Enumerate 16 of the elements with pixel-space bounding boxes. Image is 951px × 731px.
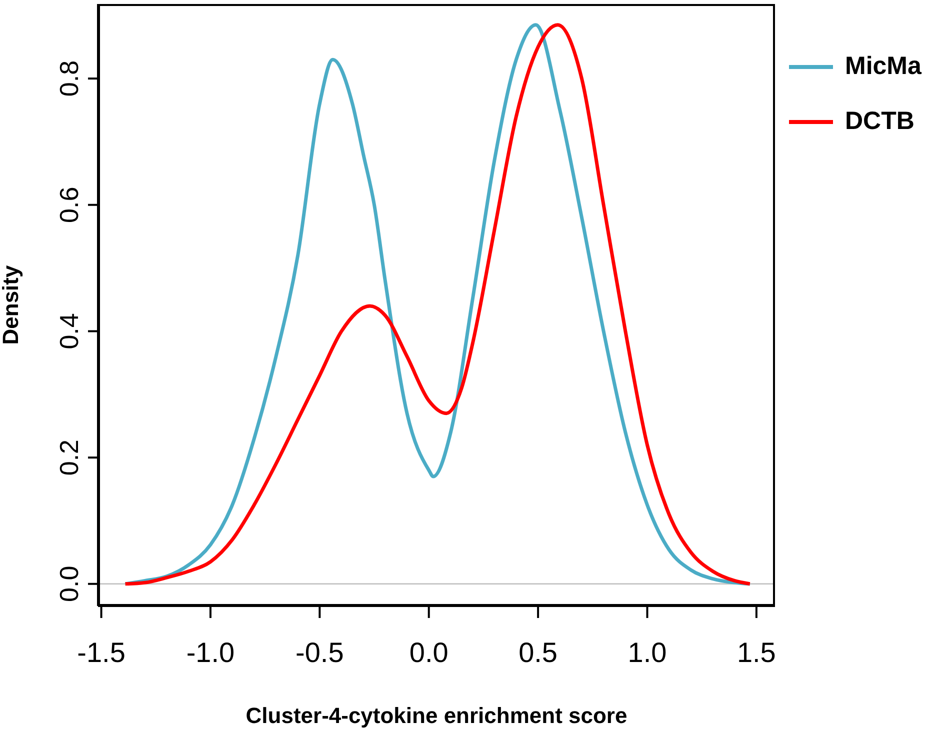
- y-tick-label: 0.4: [54, 313, 84, 350]
- legend-label: DCTB: [845, 107, 914, 136]
- y-tick-label: 0.8: [54, 60, 84, 97]
- x-tick-label: 1.5: [736, 636, 776, 668]
- y-tick-label: 0.0: [54, 566, 84, 602]
- y-tick-label: 0.2: [54, 439, 84, 476]
- x-axis-title: Cluster-4-cytokine enrichment score: [246, 703, 628, 728]
- y-tick-label: 0.6: [54, 186, 84, 223]
- x-tick-label: -1.5: [77, 636, 126, 668]
- x-tick-label: -0.5: [296, 636, 344, 668]
- y-axis-title: Density: [0, 264, 23, 345]
- legend-label: MicMa: [845, 52, 922, 81]
- x-tick-label: 1.0: [628, 636, 667, 668]
- x-tick-label: 0.0: [409, 636, 448, 668]
- x-tick-label: 0.5: [518, 636, 558, 668]
- x-tick-label: -1.0: [186, 636, 235, 668]
